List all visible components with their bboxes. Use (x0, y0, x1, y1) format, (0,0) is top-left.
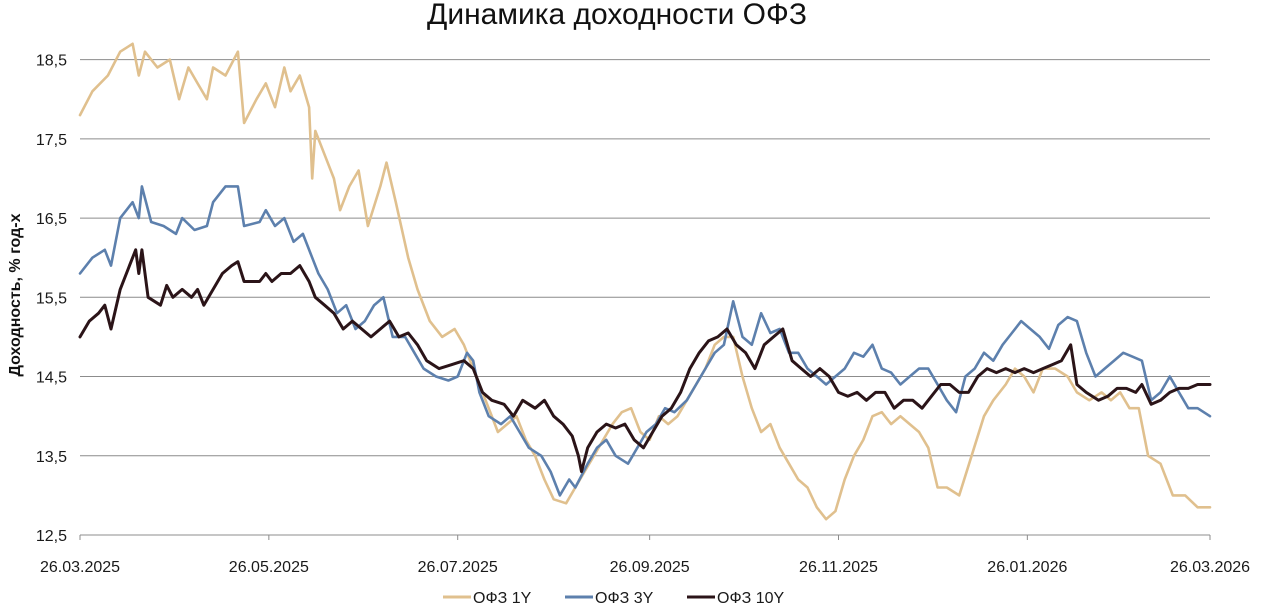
legend-label: ОФЗ 1Y (473, 590, 532, 607)
gridlines (79, 59, 1211, 540)
y-tick-label: 18,5 (36, 53, 67, 70)
series-line-1 (78, 42, 1212, 521)
y-tick-label: 13,5 (36, 449, 67, 466)
y-tick-label: 16,5 (36, 211, 67, 228)
series-line-2 (78, 185, 1212, 497)
legend-label: ОФЗ 10Y (717, 590, 785, 607)
x-tick-label: 26.07.2025 (418, 559, 498, 576)
x-tick-labels: 26.03.2025 26.05.2025 26.07.2025 26.09.2025… (40, 559, 1250, 576)
x-tick-label: 26.01.2026 (987, 559, 1067, 576)
x-tick-label: 26.05.2025 (229, 559, 309, 576)
x-tick-label: 26.11.2025 (799, 559, 878, 576)
legend: ОФЗ 1Y ОФЗ 3Y ОФЗ 10Y (443, 590, 785, 607)
x-tick-label: 26.09.2025 (610, 559, 690, 576)
y-tick-label: 14,5 (36, 370, 67, 387)
y-tick-labels: 12,5 13,5 14,5 15,5 16,5 17,5 18,5 (36, 53, 67, 545)
x-tick-label: 26.03.2026 (1170, 559, 1250, 576)
y-tick-label: 12,5 (36, 528, 67, 545)
y-axis-label: Доходность, % год-х (7, 213, 24, 376)
legend-label: ОФЗ 3Y (595, 590, 654, 607)
x-tick-label: 26.03.2025 (40, 559, 120, 576)
series-lines (78, 42, 1212, 521)
y-tick-label: 15,5 (36, 290, 67, 307)
chart-title: Динамика доходности ОФЗ (427, 0, 807, 31)
y-tick-label: 17,5 (36, 132, 67, 149)
series-line-3 (78, 248, 1212, 474)
